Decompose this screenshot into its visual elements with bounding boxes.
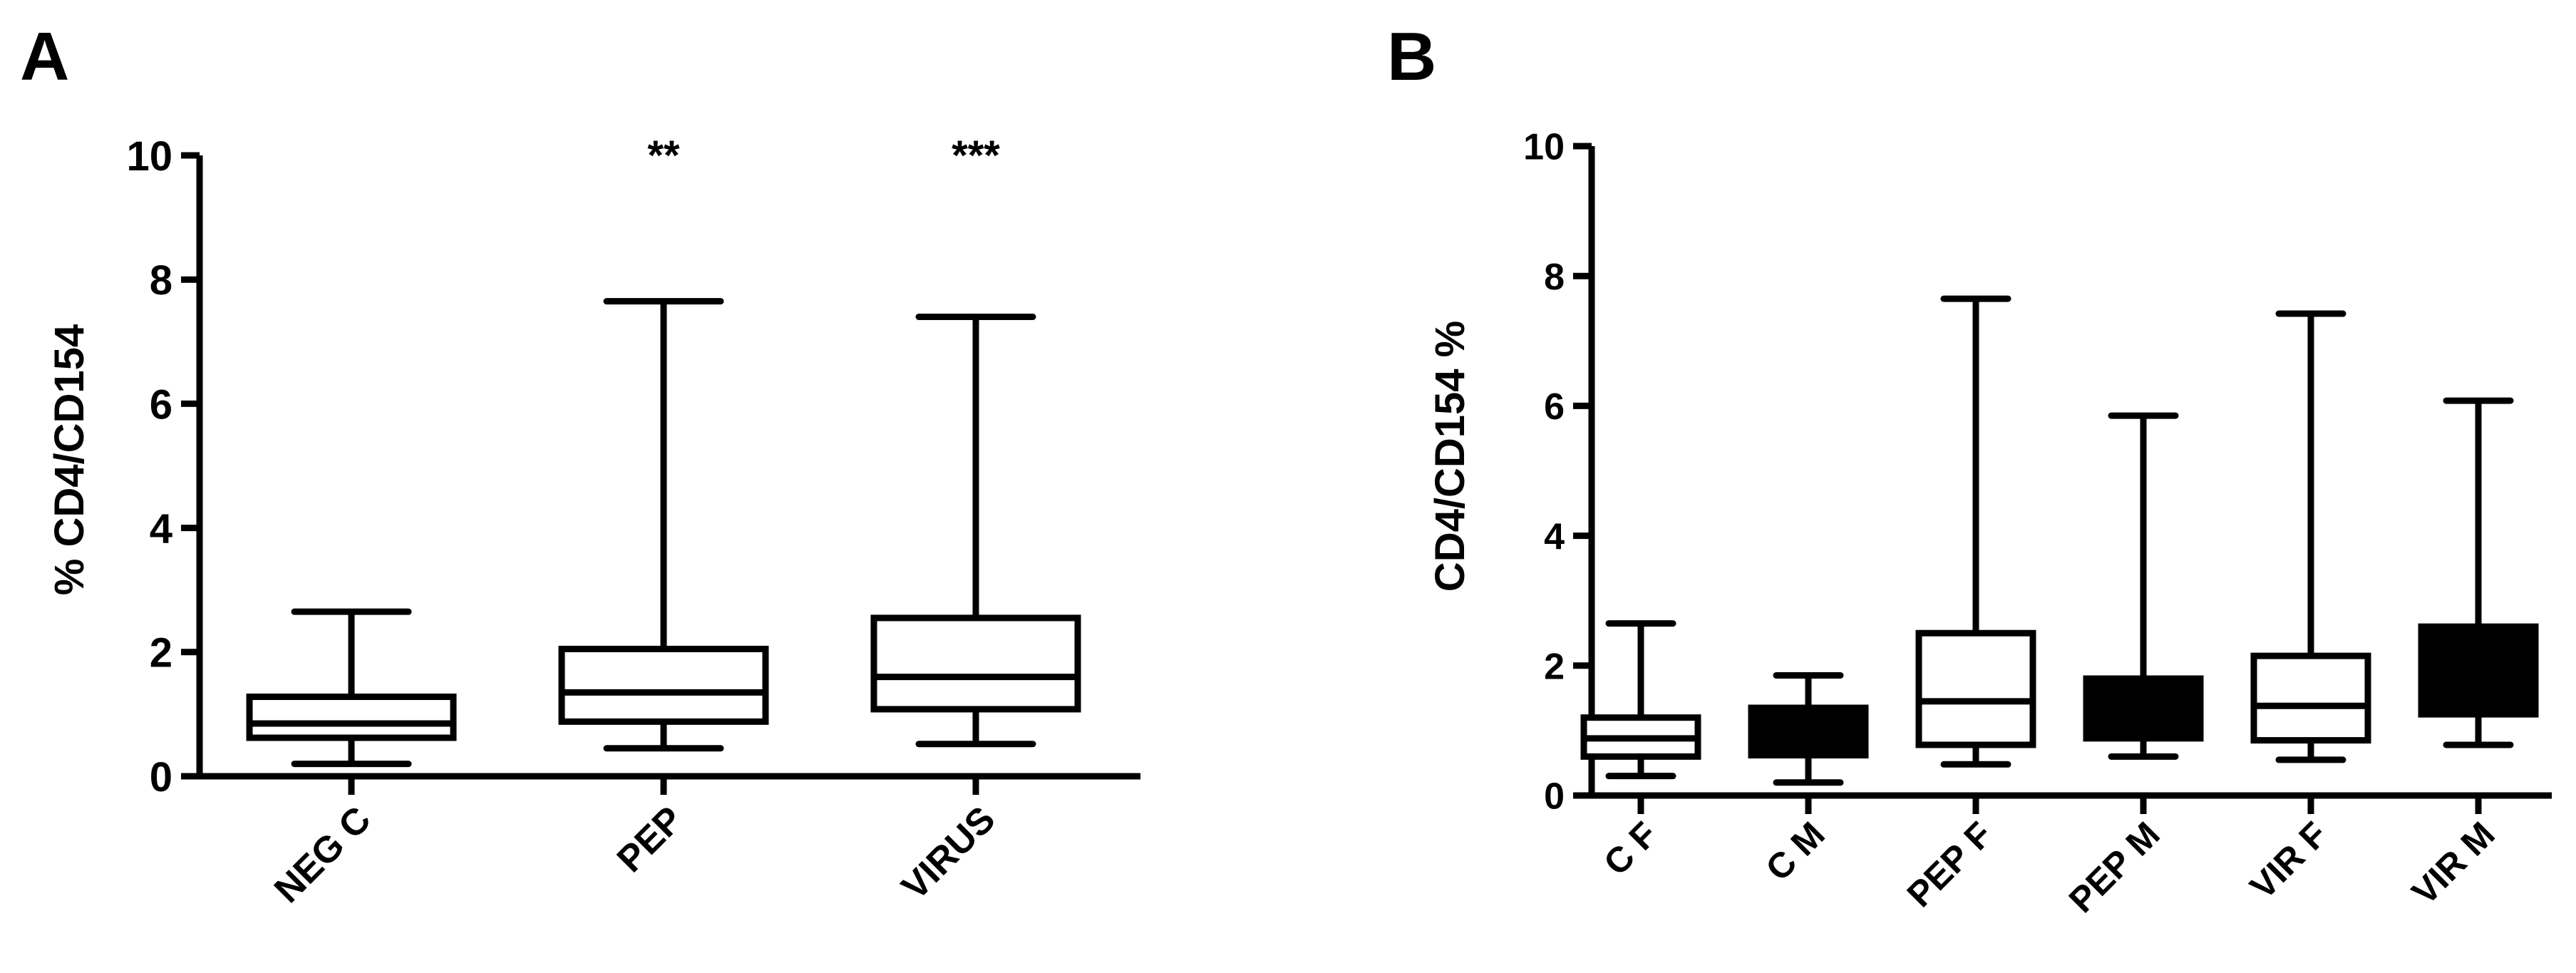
panel-b-x-label-vir-m: VIR M <box>2404 814 2503 912</box>
panel-a-ylabel: % CD4/CD154 <box>46 324 93 595</box>
panel-a-boxes <box>246 298 1081 768</box>
iqr-box <box>1915 629 2036 748</box>
panel-b-ylabel: CD4/CD154 % <box>1427 321 1473 592</box>
panel-a-y-tick-label: 6 <box>150 381 172 428</box>
panel-b-x-label-pep-f: PEP F <box>1900 814 2000 915</box>
panel-a-y-tick-label: 8 <box>150 257 172 304</box>
panel-b-y-tick-label: 10 <box>1523 127 1565 168</box>
panel-a-annotations: ** *** <box>647 133 1000 179</box>
iqr-box <box>246 694 457 741</box>
panel-b-y-tick-label: 8 <box>1544 257 1565 298</box>
panel-b-y-tick-label: 2 <box>1544 647 1565 688</box>
panel-b-y-tick-label: 6 <box>1544 386 1565 428</box>
panel-b-x-label-vir-f: VIR F <box>2242 814 2335 907</box>
panel-b-x-label-c-f: C F <box>1596 814 1665 883</box>
panel-a-y-tick-label: 10 <box>126 133 172 180</box>
box-plot-pep <box>558 298 769 752</box>
panel-b-x-label-pep-m: PEP M <box>2061 814 2168 920</box>
panel-b-y-axis: 0 2 4 6 8 10 <box>1523 127 1595 818</box>
box-plot-c-m <box>1748 671 1869 786</box>
panel-b-label: B <box>1387 19 1436 95</box>
box-plot-vir-m <box>2418 397 2539 748</box>
panel-a-label: A <box>20 19 69 95</box>
box-plot-pep-f <box>1915 295 2036 768</box>
panel-a-x-label-virus: VIRUS <box>894 798 1003 907</box>
panel-b: B CD4/CD154 % 0 2 4 6 8 10 C F C M PEP F PEP M VI… <box>1387 19 2552 920</box>
box-plot-neg-c <box>246 608 457 768</box>
iqr-box <box>2250 652 2371 744</box>
panel-a-y-tick-label: 0 <box>150 754 172 800</box>
significance-virus: *** <box>952 133 1000 179</box>
panel-b-x-label-c-m: C M <box>1758 814 1832 888</box>
box-plot-c-f <box>1580 620 1701 780</box>
panel-b-boxes <box>1580 295 2539 786</box>
panel-b-y-ticks: 0 2 4 6 8 10 <box>1523 127 1592 818</box>
panel-a-y-tick-label: 2 <box>150 630 172 676</box>
box-plot-virus <box>870 313 1081 748</box>
box-plot-pep-m <box>2083 412 2204 760</box>
panel-a-y-tick-label: 4 <box>150 505 172 552</box>
iqr-box <box>558 645 769 725</box>
panel-a-x-label-pep: PEP <box>609 798 691 880</box>
panel-b-x-ticks: C F C M PEP F PEP M VIR F VIR M <box>1596 796 2503 920</box>
significance-pep: ** <box>647 133 680 179</box>
panel-a-y-axis: 0 2 4 6 8 10 <box>126 133 203 800</box>
panel-a-y-ticks: 0 2 4 6 8 10 <box>126 133 200 800</box>
panel-a-x-ticks: NEG C PEP VIRUS <box>267 776 1003 911</box>
panel-b-y-tick-label: 4 <box>1544 516 1565 557</box>
panel-b-y-tick-label: 0 <box>1544 776 1565 818</box>
box-plot-vir-f <box>2250 310 2371 763</box>
panel-a-x-label-neg-c: NEG C <box>267 798 378 910</box>
iqr-box <box>870 614 1081 713</box>
